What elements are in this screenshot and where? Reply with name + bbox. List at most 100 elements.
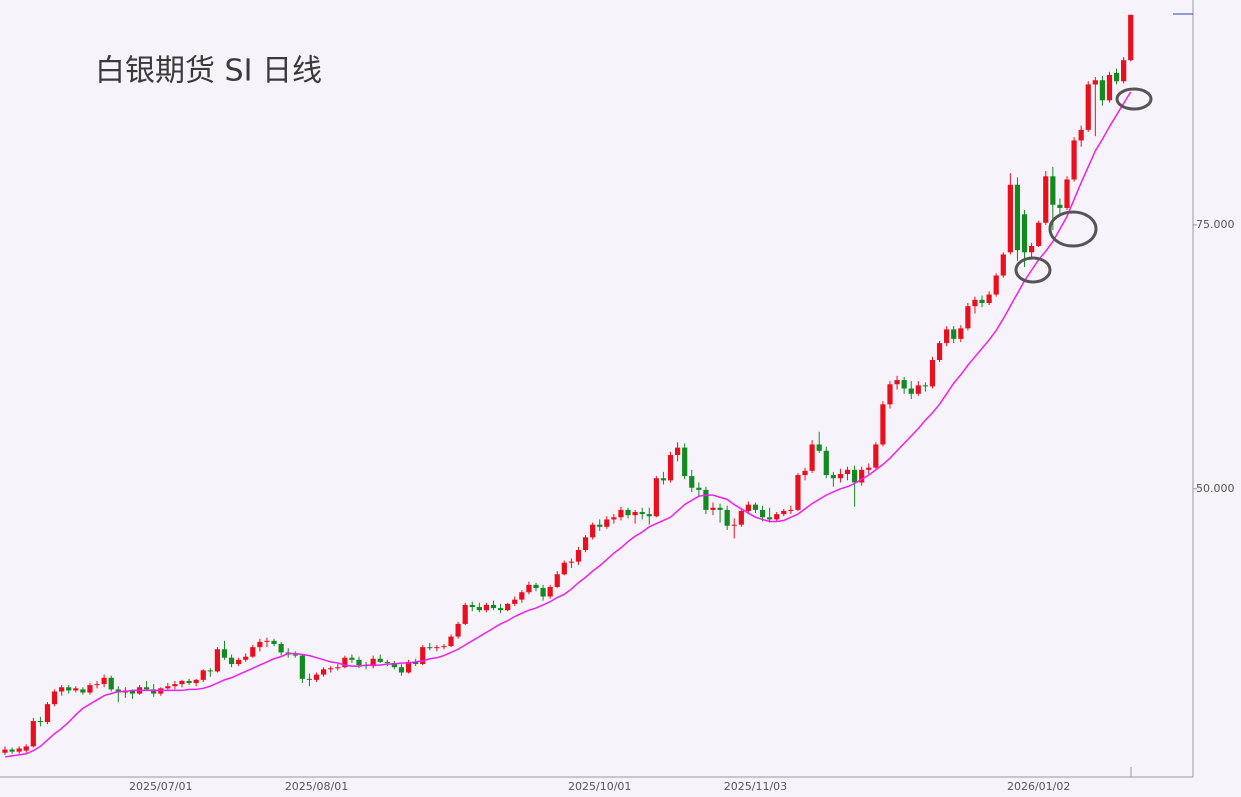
candle-body: [554, 574, 560, 587]
x-tick-label: 2025/08/01: [285, 780, 348, 793]
candle-body: [505, 603, 511, 611]
candle-body: [731, 524, 737, 526]
candle-body: [512, 599, 518, 604]
candle-body: [887, 384, 893, 405]
candle-body: [483, 604, 490, 611]
candle-body: [377, 658, 383, 662]
candle-body: [73, 688, 79, 691]
candle-body: [958, 328, 964, 339]
candle-body: [59, 687, 65, 692]
candle-body: [894, 380, 900, 385]
candle-body: [710, 507, 716, 510]
candle-body: [278, 643, 284, 653]
candle-body: [582, 537, 589, 551]
candle-body: [859, 469, 865, 483]
candle-body: [427, 647, 433, 649]
candle-body: [922, 385, 928, 387]
candle-body: [66, 687, 72, 691]
candle-body: [611, 517, 617, 520]
candle-body: [80, 689, 86, 693]
candle-body: [200, 670, 206, 680]
candle-body: [108, 677, 114, 690]
candle-body: [951, 329, 957, 339]
candle-body: [526, 584, 532, 593]
candle-body: [604, 519, 610, 527]
candle-body: [1000, 254, 1006, 276]
x-tick-label: 2025/10/01: [568, 780, 631, 793]
candle-body: [639, 512, 645, 515]
candle-body: [1007, 184, 1013, 253]
candle-body: [575, 550, 582, 562]
candle-body: [717, 507, 723, 510]
candle-body: [94, 684, 100, 686]
candle-body: [873, 444, 879, 468]
candle-body: [689, 476, 695, 488]
candle-body: [901, 380, 907, 389]
candle-body: [193, 679, 199, 684]
candle-body: [1050, 176, 1056, 205]
candle-body: [391, 662, 397, 668]
candle-body: [519, 592, 525, 600]
candle-body: [321, 669, 327, 675]
candle-body: [1043, 176, 1049, 223]
candle-body: [51, 691, 58, 705]
candle-body: [696, 487, 702, 490]
candle-body: [1092, 80, 1098, 85]
candle-body: [1064, 179, 1070, 208]
candle-body: [781, 510, 787, 515]
candle-body: [23, 746, 29, 751]
candle-body: [568, 561, 574, 563]
candle-body: [44, 704, 51, 723]
candle-body: [625, 509, 631, 516]
plot-area: 50.000 75.000 2025/07/01 2025/08/01 2025/10/…: [2, 14, 1235, 793]
candle-body: [243, 656, 249, 660]
candle-body: [420, 647, 426, 665]
candle-body: [462, 604, 468, 624]
candle-body: [767, 517, 773, 520]
candle-body: [236, 659, 242, 665]
candle-body: [667, 455, 674, 481]
candle-body: [823, 450, 829, 476]
candle-body: [965, 306, 971, 329]
candle-body: [299, 655, 305, 679]
highlight-circle: [1014, 256, 1052, 284]
candle-body: [214, 649, 220, 672]
candle-body: [434, 647, 440, 649]
candle-body: [264, 640, 270, 642]
candle-body: [1085, 84, 1091, 130]
candle-body: [313, 674, 320, 680]
candle-body: [441, 646, 447, 648]
candle-body: [448, 636, 454, 647]
candle-body: [979, 299, 985, 303]
candle-body: [498, 608, 504, 611]
candle-body: [972, 299, 978, 307]
candle-body: [788, 509, 794, 511]
highlight-circle: [1115, 87, 1153, 111]
candle-body: [844, 469, 851, 475]
candle-body: [936, 343, 943, 360]
candle-body: [675, 447, 681, 456]
candle-body: [172, 684, 178, 687]
candle-body: [1014, 184, 1021, 251]
candle-body: [986, 294, 992, 303]
candle-body: [830, 475, 836, 479]
y-tick-label: 50.000: [1196, 482, 1235, 495]
candle-body: [646, 514, 652, 517]
candle-body: [228, 657, 235, 665]
candle-body: [144, 687, 150, 690]
candle-body: [632, 512, 638, 516]
candle-body: [101, 677, 107, 685]
candle-body: [129, 690, 136, 694]
candle-body: [1057, 204, 1063, 208]
candle-body: [165, 686, 171, 689]
candle-body: [328, 668, 334, 670]
candle-body: [9, 749, 15, 752]
candle-body: [398, 667, 405, 673]
candle-body: [1121, 60, 1127, 82]
chart-title: 白银期货 SI 日线: [95, 54, 322, 89]
candle-body: [16, 748, 22, 752]
x-tick-label: 2025/11/03: [724, 780, 787, 793]
candle-body: [866, 467, 872, 470]
candle-body: [597, 524, 603, 527]
